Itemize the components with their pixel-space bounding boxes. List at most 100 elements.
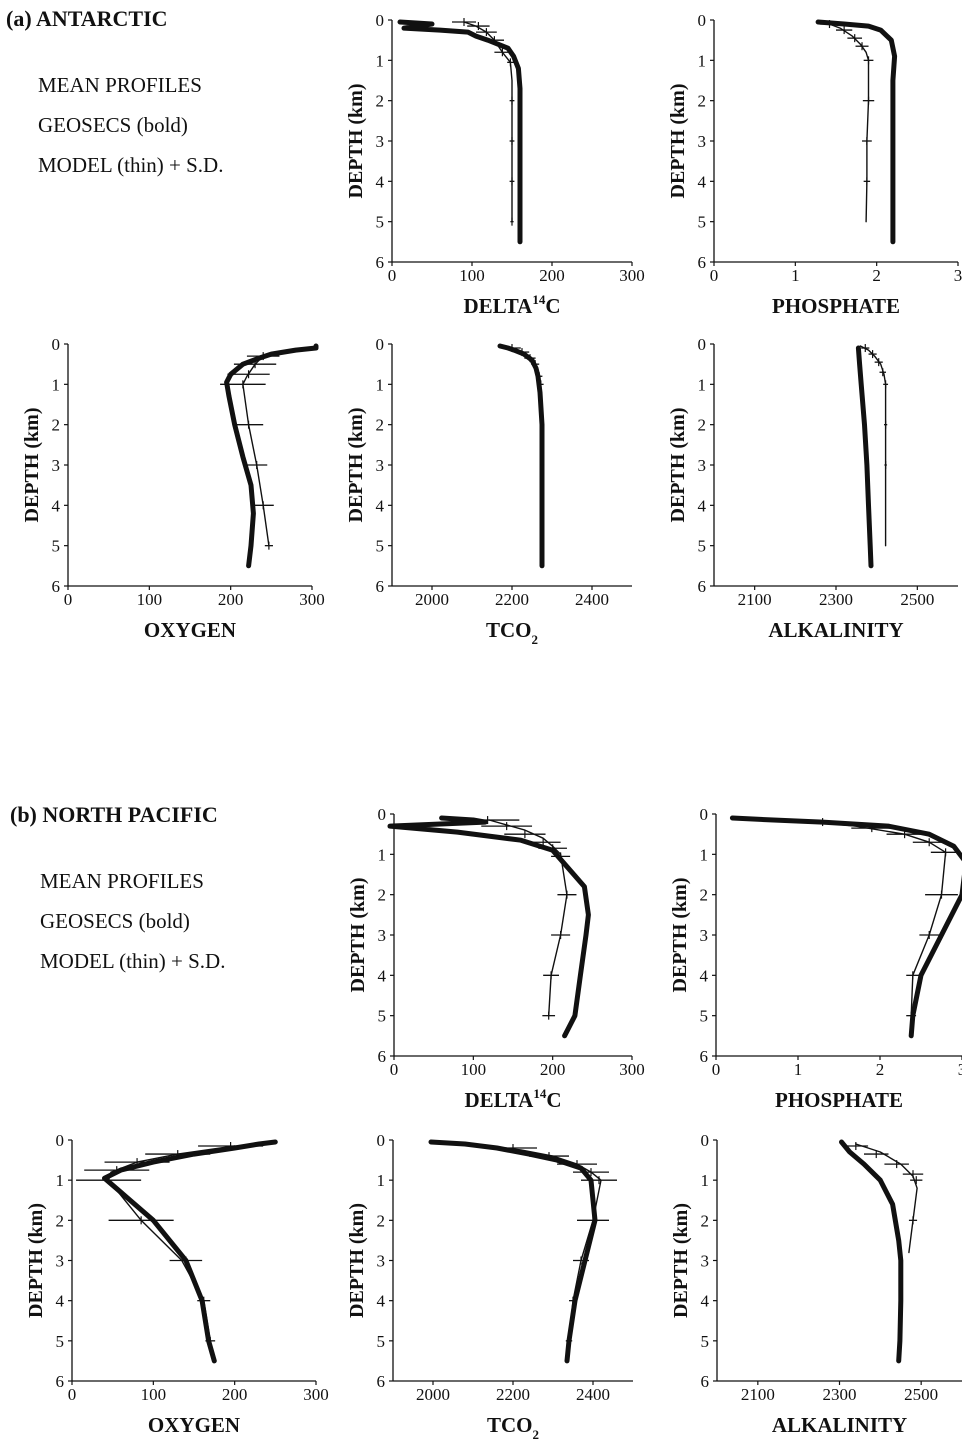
y-tick-label: 3 (698, 132, 707, 151)
y-tick-label: 0 (52, 335, 61, 354)
x-axis-label-tail: C (546, 1088, 561, 1112)
y-tick-label: 4 (698, 496, 707, 515)
y-tick-label: 0 (700, 805, 709, 824)
x-tick-label: 300 (619, 266, 645, 285)
x-tick-label: 2500 (900, 590, 934, 609)
x-axis-label: PHOSPHATE (772, 294, 900, 318)
x-axis-label-subscript: 2 (533, 1427, 540, 1442)
y-tick-label: 2 (376, 416, 385, 435)
x-axis-label: TCO2 (487, 1413, 539, 1442)
y-tick-label: 5 (376, 537, 385, 556)
geosecs-profile-line (855, 345, 874, 569)
model-profile-line (855, 1143, 918, 1254)
x-tick-label: 2200 (495, 590, 529, 609)
x-tick-label: 1 (791, 266, 800, 285)
model-profile-line (789, 819, 947, 1017)
x-axis-label: PHOSPHATE (775, 1088, 903, 1112)
x-tick-label: 2200 (496, 1385, 530, 1404)
y-axis-label: DEPTH (km) (670, 1203, 692, 1318)
geosecs-profile-line (815, 19, 898, 245)
y-tick-label: 6 (701, 1372, 710, 1391)
y-axis-label: DEPTH (km) (667, 84, 689, 199)
y-tick-label: 6 (52, 577, 61, 596)
y-tick-label: 5 (377, 1332, 386, 1351)
x-tick-label: 0 (390, 1060, 399, 1079)
y-tick-label: 5 (56, 1332, 65, 1351)
geosecs-profile-line (729, 815, 962, 1039)
y-axis-label: DEPTH (km) (345, 84, 367, 199)
geosecs-profile-line (224, 343, 319, 569)
y-tick-label: 6 (376, 577, 385, 596)
x-tick-label: 2000 (415, 590, 449, 609)
x-tick-label: 0 (712, 1060, 721, 1079)
y-tick-label: 4 (376, 172, 385, 191)
x-tick-label: 100 (141, 1385, 167, 1404)
y-axis-label: DEPTH (km) (345, 408, 367, 523)
y-tick-label: 0 (376, 335, 385, 354)
x-axis-label: ALKALINITY (768, 618, 903, 642)
y-tick-label: 2 (52, 416, 61, 435)
x-axis-label-superscript: 14 (532, 292, 546, 307)
x-tick-label: 200 (218, 590, 244, 609)
y-tick-label: 2 (698, 416, 707, 435)
x-tick-label: 2300 (823, 1385, 857, 1404)
y-tick-label: 0 (698, 11, 707, 30)
y-tick-label: 4 (377, 1292, 386, 1311)
y-tick-label: 4 (376, 496, 385, 515)
y-tick-label: 1 (52, 375, 61, 394)
x-tick-label: 2000 (416, 1385, 450, 1404)
y-tick-label: 0 (377, 1131, 386, 1150)
x-tick-label: 2400 (575, 590, 609, 609)
x-tick-label: 2300 (819, 590, 853, 609)
x-axis-label-superscript: 14 (533, 1086, 547, 1101)
model-profile-line (511, 347, 543, 547)
x-tick-label: 200 (222, 1385, 248, 1404)
y-tick-label: 2 (698, 92, 707, 111)
legend-geosecs-a: GEOSECS (bold) (38, 113, 188, 137)
y-tick-label: 3 (378, 926, 387, 945)
y-tick-label: 2 (701, 1211, 710, 1230)
y-tick-label: 3 (377, 1252, 386, 1271)
y-tick-label: 4 (56, 1292, 65, 1311)
y-tick-label: 3 (700, 926, 709, 945)
x-axis-label-subscript: 2 (532, 632, 539, 647)
y-tick-label: 6 (376, 253, 385, 272)
x-axis-label: TCO2 (486, 618, 538, 647)
y-tick-label: 6 (698, 253, 707, 272)
y-tick-label: 3 (701, 1252, 710, 1271)
y-tick-label: 2 (378, 886, 387, 905)
model-profile-line (859, 345, 887, 547)
y-tick-label: 4 (700, 966, 709, 985)
section-title-antarctic: (a) ANTARCTIC (6, 6, 168, 31)
model-profile-line (472, 1143, 602, 1342)
model-profile-line (488, 819, 568, 1017)
y-tick-label: 5 (701, 1332, 710, 1351)
x-tick-label: 100 (137, 590, 163, 609)
geosecs-profile-line (387, 815, 591, 1039)
y-tick-label: 3 (52, 456, 61, 475)
y-tick-label: 1 (376, 375, 385, 394)
x-tick-label: 100 (459, 266, 485, 285)
model-profile-line (823, 21, 870, 223)
y-tick-label: 2 (56, 1211, 65, 1230)
y-tick-label: 1 (701, 1171, 710, 1190)
x-tick-label: 0 (710, 266, 719, 285)
x-axis-label-tail: C (545, 294, 560, 318)
x-tick-label: 200 (540, 1060, 566, 1079)
y-tick-label: 1 (378, 845, 387, 864)
y-tick-label: 5 (700, 1007, 709, 1026)
x-tick-label: 2100 (738, 590, 772, 609)
y-tick-label: 0 (56, 1131, 65, 1150)
chart-panel-north-pacific-alkalinity: 0 1 2 3 4 5 6 2100 2300 2500 DEPTH (km) ALKALINITY (670, 1131, 962, 1437)
y-tick-label: 0 (378, 805, 387, 824)
y-axis-label: DEPTH (km) (25, 1203, 47, 1318)
y-tick-label: 5 (52, 537, 61, 556)
y-tick-label: 1 (698, 51, 707, 70)
x-axis-label: ALKALINITY (772, 1413, 907, 1437)
y-tick-label: 3 (56, 1252, 65, 1271)
y-tick-label: 2 (376, 92, 385, 111)
y-tick-label: 0 (698, 335, 707, 354)
